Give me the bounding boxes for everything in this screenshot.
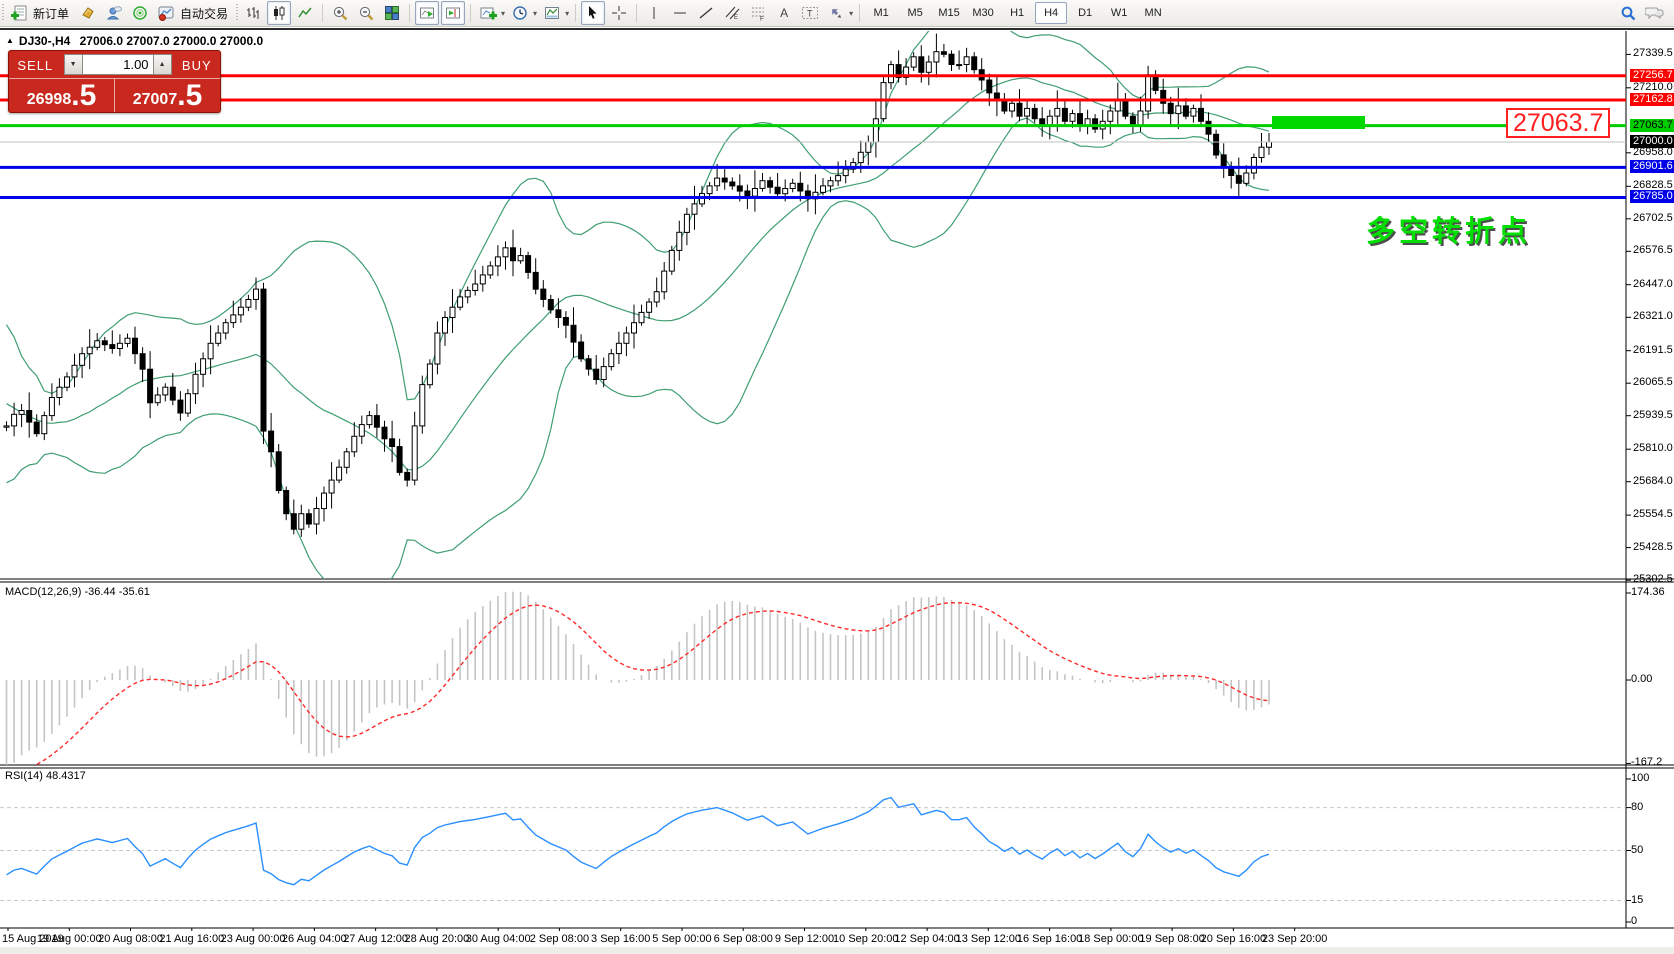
toolbar-separator bbox=[859, 4, 861, 22]
auto-scroll-button[interactable] bbox=[415, 1, 440, 25]
status-strip bbox=[0, 947, 1674, 954]
add-indicator-button[interactable] bbox=[476, 1, 500, 25]
chart-window: ▲ DJ30-,H4 27006.0 27007.0 27000.0 27000.… bbox=[0, 28, 1674, 954]
vertical-line-tool[interactable] bbox=[642, 1, 666, 25]
templates-caret[interactable]: ▾ bbox=[565, 8, 570, 18]
chart-ohlc-values: 27006.0 27007.0 27000.0 27000.0 bbox=[79, 34, 264, 48]
profiles-icon[interactable] bbox=[102, 1, 126, 25]
tf-button-W1[interactable]: W1 bbox=[1110, 7, 1128, 19]
search-icon[interactable] bbox=[1616, 1, 1640, 25]
autotrading-icon[interactable] bbox=[154, 1, 178, 25]
tf-button-M1[interactable]: M1 bbox=[873, 7, 889, 19]
crosshair-button[interactable] bbox=[607, 1, 631, 25]
collapse-arrow-icon[interactable]: ▲ bbox=[6, 36, 14, 45]
buy-price-display[interactable]: 27007 .5 bbox=[115, 79, 220, 112]
periods-button[interactable] bbox=[508, 1, 532, 25]
volume-input[interactable] bbox=[82, 54, 153, 75]
svg-text:T: T bbox=[807, 9, 813, 19]
templates-button[interactable] bbox=[540, 1, 564, 25]
line-chart-button[interactable] bbox=[293, 1, 317, 25]
new-order-button[interactable] bbox=[7, 1, 31, 25]
toolbar-separator bbox=[470, 4, 472, 22]
volume-decrease-button[interactable]: ▼ bbox=[63, 54, 83, 75]
sell-price-display[interactable]: 26998 .5 bbox=[9, 79, 115, 112]
tf-button-D1[interactable]: D1 bbox=[1078, 7, 1093, 19]
chart-title: ▲ DJ30-,H4 27006.0 27007.0 27000.0 27000.… bbox=[6, 34, 263, 48]
green-zone-annotation bbox=[1272, 116, 1365, 129]
tf-button-M30[interactable]: M30 bbox=[972, 7, 994, 19]
toolbar-grip bbox=[2, 4, 4, 22]
main-toolbar: 新订单 自动交易 ▾ ▾ ▾ bbox=[0, 0, 1674, 27]
volume-increase-button[interactable]: ▲ bbox=[152, 54, 172, 75]
tf-button-M15[interactable]: M15 bbox=[938, 7, 960, 19]
zoom-in-button[interactable] bbox=[328, 1, 352, 25]
candlestick-chart-button[interactable] bbox=[267, 1, 292, 25]
toolbar-separator bbox=[409, 4, 411, 22]
svg-text:E: E bbox=[734, 15, 738, 21]
periods-caret[interactable]: ▾ bbox=[533, 8, 538, 18]
macd-signal-line bbox=[34, 601, 1270, 765]
tf-button-H4[interactable]: H4 bbox=[1035, 2, 1068, 24]
buy-price-int: 27007 bbox=[132, 90, 178, 108]
bollinger-bands bbox=[5, 31, 1270, 579]
text-label-tool[interactable]: T bbox=[798, 1, 822, 25]
styles-icon[interactable] bbox=[76, 1, 100, 25]
main-chart-canvas[interactable] bbox=[0, 30, 1674, 954]
tile-windows-button[interactable] bbox=[380, 1, 404, 25]
new-order-label[interactable]: 新订单 bbox=[33, 6, 70, 21]
autotrading-label[interactable]: 自动交易 bbox=[180, 6, 229, 21]
buy-button[interactable]: BUY bbox=[181, 57, 212, 73]
buy-price-frac: .5 bbox=[177, 78, 203, 112]
chinese-note-annotation: 多空转折点 bbox=[1366, 216, 1532, 248]
tf-button-M5[interactable]: M5 bbox=[907, 7, 923, 19]
toolbar-separator bbox=[575, 4, 577, 22]
sell-button[interactable]: SELL bbox=[17, 57, 54, 73]
zoom-out-button[interactable] bbox=[354, 1, 378, 25]
price-callout-annotation: 27063.7 bbox=[1506, 108, 1611, 138]
toolbar-grip bbox=[236, 4, 239, 22]
equidistant-channel-tool[interactable]: E bbox=[720, 1, 744, 25]
sell-price-frac: .5 bbox=[71, 78, 97, 112]
one-click-trading-panel: SELL ▼ ▲ BUY 26998 .5 27007 .5 bbox=[8, 50, 221, 113]
svg-text:F: F bbox=[760, 16, 764, 22]
toolbar-separator bbox=[322, 4, 324, 22]
arrows-tool-caret[interactable]: ▾ bbox=[849, 8, 854, 18]
chart-symbol-period: DJ30-,H4 bbox=[18, 34, 71, 48]
fibonacci-tool[interactable]: F bbox=[746, 1, 770, 25]
signals-icon[interactable] bbox=[128, 1, 152, 25]
rsi-indicator-label: RSI(14) 48.4317 bbox=[5, 770, 86, 782]
cursor-button[interactable] bbox=[581, 1, 606, 25]
candlestick-series bbox=[3, 33, 1272, 537]
trendline-tool[interactable] bbox=[694, 1, 718, 25]
macd-histogram bbox=[5, 591, 1270, 765]
bar-chart-button[interactable] bbox=[241, 1, 265, 25]
text-tool[interactable]: A bbox=[780, 6, 789, 20]
horizontal-line-tool[interactable] bbox=[668, 1, 692, 25]
rsi-line bbox=[6, 796, 1270, 886]
sell-price-int: 26998 bbox=[26, 90, 72, 108]
chart-shift-button[interactable] bbox=[441, 1, 466, 25]
arrows-tool[interactable] bbox=[824, 1, 848, 25]
add-indicator-caret[interactable]: ▾ bbox=[501, 8, 506, 18]
macd-indicator-label: MACD(12,26,9) -36.44 -35.61 bbox=[5, 586, 150, 598]
tf-button-MN[interactable]: MN bbox=[1144, 7, 1162, 19]
toolbar-separator bbox=[636, 4, 638, 22]
tf-button-H1[interactable]: H1 bbox=[1010, 7, 1025, 19]
chat-icon[interactable] bbox=[1642, 1, 1666, 25]
